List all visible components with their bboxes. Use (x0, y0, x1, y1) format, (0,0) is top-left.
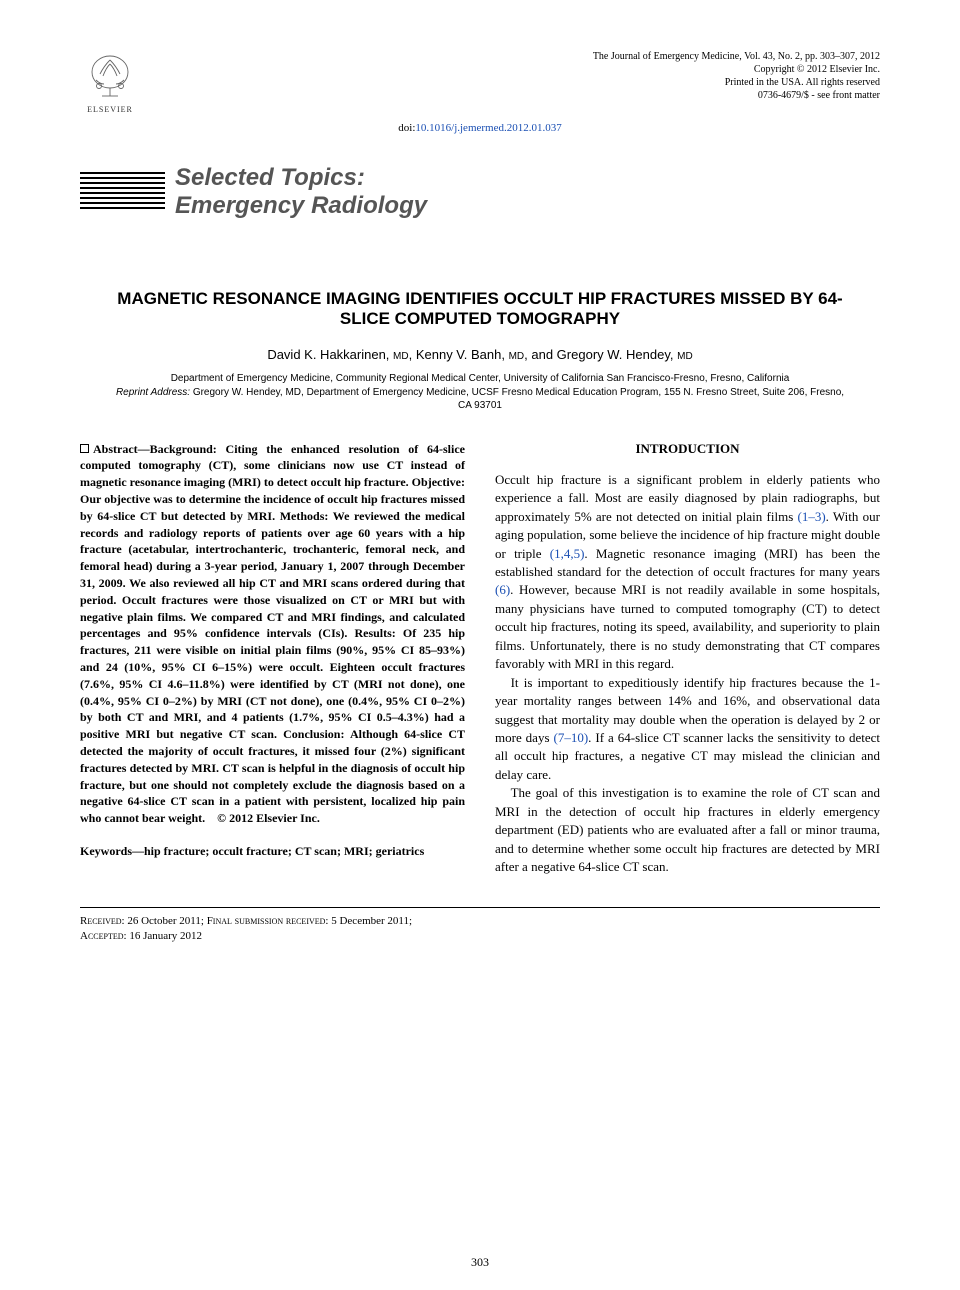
doi-line: doi:10.1016/j.jemermed.2012.01.037 (80, 122, 880, 134)
final-date: 5 December 2011; (328, 915, 412, 927)
introduction-body: Occult hip fracture is a significant pro… (495, 471, 880, 877)
journal-print-info: Printed in the USA. All rights reserved (593, 76, 880, 89)
journal-copyright: Copyright © 2012 Elsevier Inc. (593, 63, 880, 76)
article-title: MAGNETIC RESONANCE IMAGING IDENTIFIES OC… (80, 289, 880, 329)
abstract-text: Citing the enhanced resolution of 64-sli… (80, 442, 465, 826)
section-title-line2: Emergency Radiology (175, 192, 427, 220)
abstract-block: Abstract—Background: Citing the enhanced… (80, 441, 465, 827)
section-title-line1: Selected Topics: (175, 164, 427, 192)
doi-label: doi: (398, 122, 415, 134)
right-column: INTRODUCTION Occult hip fracture is a si… (495, 441, 880, 877)
footer-rule (80, 907, 880, 908)
keywords-block: Keywords—hip fracture; occult fracture; … (80, 843, 465, 860)
intro-paragraph: The goal of this investigation is to exa… (495, 784, 880, 876)
elsevier-tree-icon (80, 50, 140, 105)
reprint-label: Reprint Address: (116, 387, 190, 398)
journal-metadata: The Journal of Emergency Medicine, Vol. … (593, 50, 880, 102)
accepted-date: 16 January 2012 (127, 930, 202, 942)
abstract-leadin: Abstract—Background: (93, 442, 226, 456)
intro-paragraph: Occult hip fracture is a significant pro… (495, 471, 880, 674)
section-title: Selected Topics: Emergency Radiology (175, 164, 427, 219)
publisher-logo: ELSEVIER (80, 50, 140, 114)
publisher-name: ELSEVIER (80, 105, 140, 114)
section-banner: Selected Topics: Emergency Radiology (80, 164, 880, 219)
introduction-heading: INTRODUCTION (495, 441, 880, 457)
final-label: Final submission received: (207, 915, 329, 927)
author-list: David K. Hakkarinen, MD, Kenny V. Banh, … (80, 347, 880, 362)
keywords-text: hip fracture; occult fracture; CT scan; … (144, 844, 424, 858)
received-label: Received: (80, 915, 125, 927)
accepted-label: Accepted: (80, 930, 127, 942)
journal-issn: 0736-4679/$ - see front matter (593, 89, 880, 102)
banner-rules-icon (80, 172, 165, 212)
page-number: 303 (0, 1255, 960, 1270)
keywords-leadin: Keywords— (80, 844, 144, 858)
affiliation-block: Department of Emergency Medicine, Commun… (80, 372, 880, 413)
checkbox-icon (80, 444, 89, 453)
intro-paragraph: It is important to expeditiously identif… (495, 674, 880, 785)
doi-link[interactable]: 10.1016/j.jemermed.2012.01.037 (415, 122, 561, 134)
page-header: ELSEVIER The Journal of Emergency Medici… (80, 50, 880, 114)
reprint-address: Gregory W. Hendey, MD, Department of Eme… (190, 387, 844, 412)
main-content-columns: Abstract—Background: Citing the enhanced… (80, 441, 880, 877)
submission-dates: Received: 26 October 2011; Final submiss… (80, 914, 880, 945)
left-column: Abstract—Background: Citing the enhanced… (80, 441, 465, 877)
received-date: 26 October 2011; (125, 915, 207, 927)
journal-citation: The Journal of Emergency Medicine, Vol. … (593, 50, 880, 63)
affiliation-dept: Department of Emergency Medicine, Commun… (171, 373, 790, 384)
